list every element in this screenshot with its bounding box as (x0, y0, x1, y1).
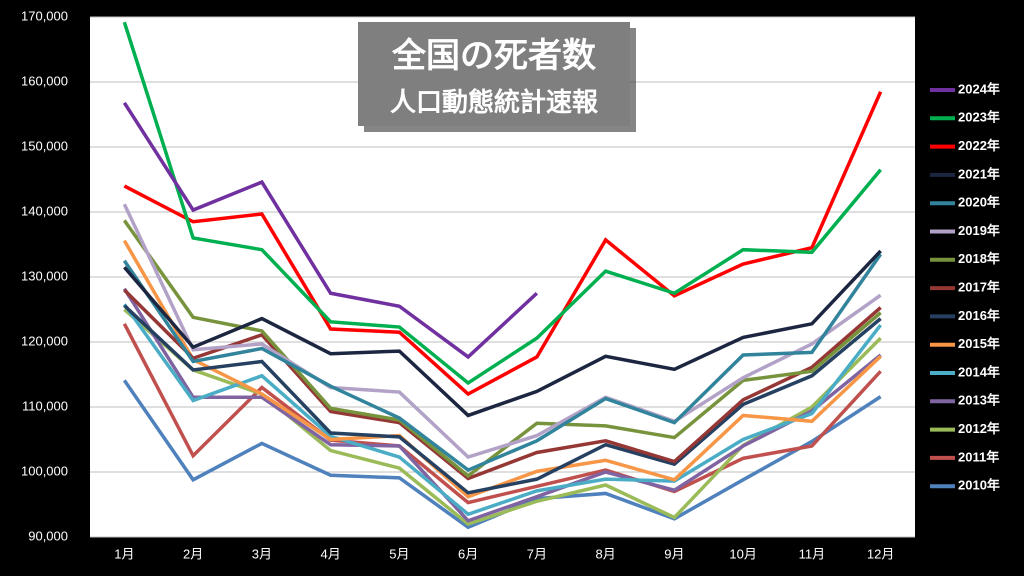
legend-label: 2021年 (958, 166, 1000, 181)
legend-label: 2020年 (958, 195, 1000, 210)
x-tick-label: 5月 (389, 546, 409, 561)
y-tick-label: 100,000 (21, 463, 68, 478)
series-line (122, 253, 883, 473)
legend-label: 2023年 (958, 110, 1000, 125)
legend-label: 2013年 (958, 393, 1000, 408)
y-tick-label: 120,000 (21, 333, 68, 348)
x-tick-label: 1月 (114, 546, 134, 561)
y-tick-label: 160,000 (21, 73, 68, 88)
legend-label: 2019年 (958, 223, 1000, 238)
legend-label: 2014年 (958, 364, 1000, 379)
legend-label: 2011年 (958, 449, 999, 464)
chart-subtitle: 人口動態統計速報 (390, 87, 599, 117)
series-line (122, 287, 882, 523)
series-line (123, 91, 883, 397)
series-line (122, 239, 882, 499)
legend: 2024年 2023年 2022年 2021年 2020年 2019年 2018年 2017年… (930, 81, 1000, 493)
legend-label: 2024年 (958, 81, 1000, 96)
x-tick-label: 7月 (527, 546, 547, 561)
series-line (123, 304, 882, 495)
x-tick-label: 10月 (729, 546, 756, 561)
legend-label: 2015年 (958, 336, 1000, 351)
legend-label: 2010年 (958, 478, 1000, 493)
x-tick-label: 11月 (799, 546, 826, 561)
x-tick-label: 4月 (321, 546, 341, 561)
series-line (122, 219, 882, 479)
legend-label: 2016年 (958, 308, 1000, 323)
y-tick-label: 110,000 (22, 398, 68, 413)
x-tick-label: 9月 (664, 546, 684, 561)
legend-label: 2012年 (958, 421, 1000, 436)
series-line (122, 303, 883, 517)
series-line (122, 21, 882, 386)
y-tick-label: 130,000 (21, 268, 68, 283)
x-tick-label: 8月 (596, 546, 616, 561)
x-tick-label: 3月 (252, 546, 272, 561)
legend-label: 2018年 (958, 251, 1000, 266)
legend-label: 2017年 (958, 280, 1000, 295)
series-line (123, 288, 882, 481)
chart-title: 全国の死者数 (391, 36, 596, 75)
x-tick-label: 2月 (183, 546, 203, 561)
series-line (122, 101, 539, 360)
lines (122, 21, 883, 530)
y-tick-label: 140,000 (21, 203, 68, 218)
y-tick-label: 150,000 (21, 138, 68, 153)
series-line (123, 249, 882, 418)
y-tick-label: 90,000 (28, 528, 68, 543)
series-line (122, 203, 882, 460)
x-tick-label: 12月 (867, 546, 894, 561)
legend-label: 2022年 (958, 138, 1000, 153)
x-tick-label: 6月 (458, 546, 478, 561)
title-box (358, 22, 630, 126)
y-tick-label: 170,000 (21, 8, 68, 23)
